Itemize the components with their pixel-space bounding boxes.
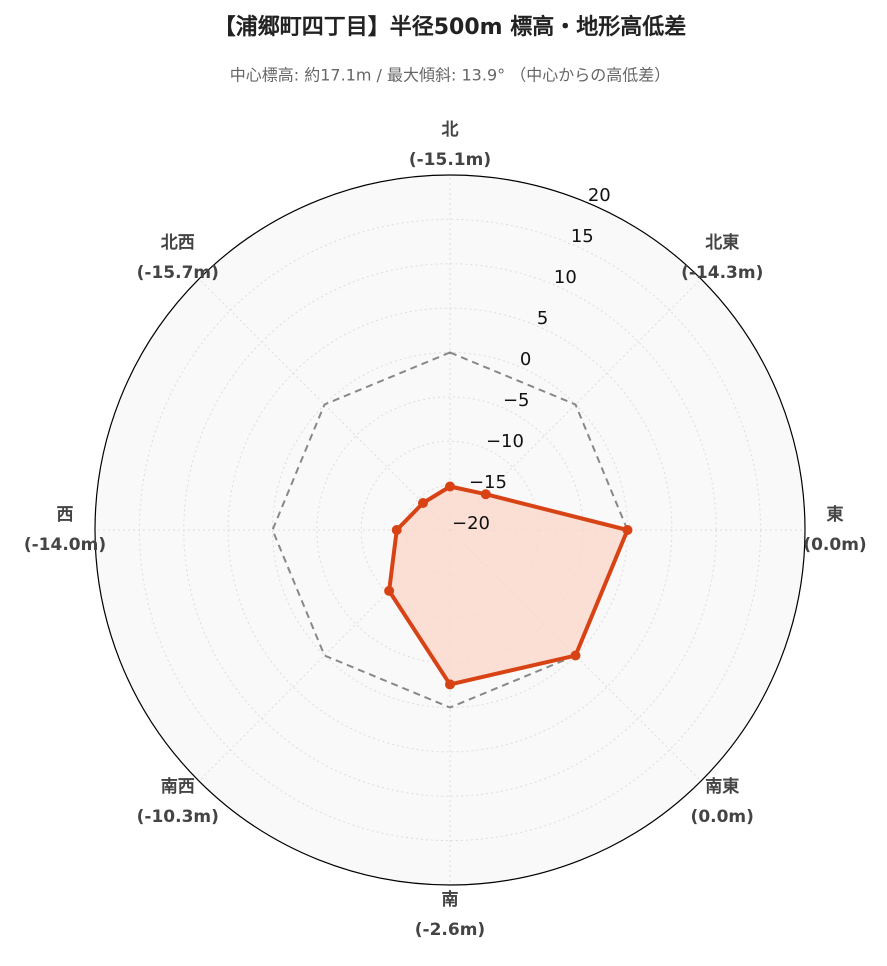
spoke xyxy=(449,529,702,782)
spoke xyxy=(198,278,451,531)
category-label: 南東 xyxy=(705,776,739,797)
r-tick-label: −10 xyxy=(486,431,524,452)
value-label: (-2.6m) xyxy=(415,920,485,940)
data-point xyxy=(622,525,633,535)
value-label: (-15.1m) xyxy=(409,150,491,170)
category-label: 西 xyxy=(57,505,74,525)
r-tick-label: −15 xyxy=(469,472,507,493)
r-tick-label: 10 xyxy=(554,267,577,288)
r-tick-label: 0 xyxy=(520,349,531,370)
r-tick-label: 5 xyxy=(537,308,548,329)
chart-title: 【浦郷町四丁目】半径500m 標高・地形高低差 xyxy=(214,14,687,40)
data-point xyxy=(445,679,455,690)
category-label: 東 xyxy=(827,504,844,525)
value-label: (-15.7m) xyxy=(137,263,219,283)
r-tick-label: 15 xyxy=(571,226,594,247)
zero-line xyxy=(271,351,629,709)
value-label: (-14.3m) xyxy=(681,263,763,283)
category-label: 南 xyxy=(442,889,459,910)
data-point xyxy=(418,498,429,509)
category-label: 北西 xyxy=(161,233,195,253)
r-tick-label: −20 xyxy=(452,513,490,534)
data-point xyxy=(384,585,395,596)
data-point xyxy=(445,481,455,492)
data-point xyxy=(570,650,581,661)
spoke xyxy=(198,529,451,782)
spoke xyxy=(449,278,702,531)
outer-ring xyxy=(94,174,806,886)
category-label: 北 xyxy=(442,120,459,140)
data-point xyxy=(480,489,491,500)
r-tick-label: −5 xyxy=(503,390,530,411)
value-label: (0.0m) xyxy=(803,535,866,555)
value-label: (-10.3m) xyxy=(137,807,219,827)
value-label: (0.0m) xyxy=(691,807,754,827)
category-label: 南西 xyxy=(161,776,195,797)
data-point xyxy=(391,525,402,535)
chart-subtitle: 中心標高: 約17.1m / 最大傾斜: 13.9° （中心からの高低差） xyxy=(230,66,670,85)
category-label: 北東 xyxy=(705,232,739,253)
value-label: (-14.0m) xyxy=(24,535,106,555)
r-tick-label: 20 xyxy=(588,185,611,206)
